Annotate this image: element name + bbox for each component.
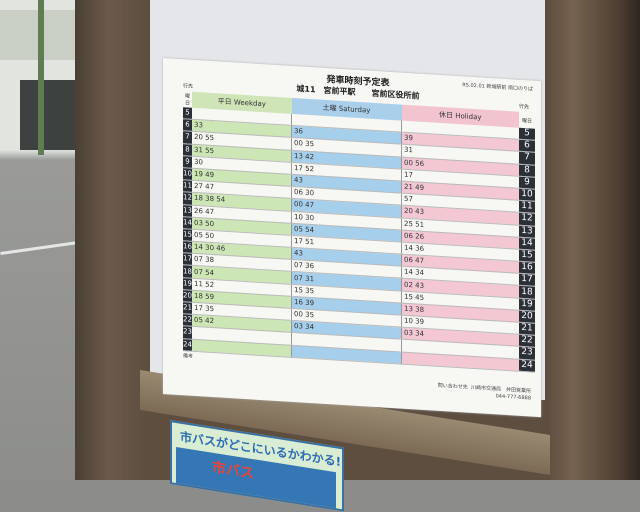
hour-cell-right: 13 — [519, 224, 535, 238]
notes-label: 備考 — [183, 353, 194, 360]
timetable-table: 曜日 平日 Weekday 土曜 Saturday 休日 Holiday 曜日 … — [183, 91, 535, 373]
hour-cell: 20 — [183, 289, 192, 303]
hour-cell-right: 7 — [519, 151, 535, 165]
footer: 問い合わせ先 川崎市交通局 井田営業所 044-777-6888 — [438, 383, 531, 403]
hour-cell-right: 9 — [519, 176, 535, 190]
hour-cell-right: 12 — [519, 212, 535, 226]
hour-cell-right: 15 — [519, 249, 535, 263]
hour-cell: 15 — [183, 228, 192, 242]
hour-cell: 16 — [183, 240, 192, 254]
hour-cell: 8 — [183, 143, 192, 157]
hour-cell-right: 17 — [519, 273, 535, 287]
hour-cell: 11 — [183, 179, 192, 193]
hour-cell: 5 — [183, 107, 192, 120]
hour-cell-right: 11 — [519, 200, 535, 214]
hour-cell: 9 — [183, 155, 192, 169]
hour-cell: 23 — [183, 326, 192, 339]
hour-cell-right: 18 — [519, 285, 535, 299]
hour-cell-right: 6 — [519, 139, 535, 153]
hour-cell-right: 20 — [519, 310, 535, 324]
hour-cell-right: 22 — [519, 334, 535, 348]
hour-cell-right: 14 — [519, 236, 535, 251]
hour-cell: 19 — [183, 277, 192, 291]
hour-cell: 14 — [183, 216, 192, 230]
hour-cell: 7 — [183, 131, 192, 144]
destination-label-right: 行先 — [519, 103, 530, 111]
day-label-right: 曜日 — [521, 117, 532, 125]
hour-cell: 12 — [183, 192, 192, 205]
hour-cell-right: 21 — [519, 322, 535, 336]
phone: 044-777-6888 — [495, 393, 531, 402]
hour-cell-right: 16 — [519, 261, 535, 275]
pole — [38, 0, 44, 155]
hour-cell: 17 — [183, 252, 192, 266]
hour-cell: 10 — [183, 167, 192, 181]
hour-cell-right: 19 — [519, 297, 535, 312]
hour-cell-right: 8 — [519, 163, 535, 178]
hour-cell: 6 — [183, 118, 192, 132]
destination-label: 行先 — [183, 83, 194, 90]
hour-cell-right: 10 — [519, 188, 535, 202]
timetable-board: 発車時刻予定表 R5.02.01 新城駅前 南口のりば 城11 宮前平駅 宮前区… — [163, 58, 541, 418]
hour-cell: 13 — [183, 204, 192, 217]
hour-cell: 18 — [183, 265, 192, 278]
day-label: 曜日 — [184, 93, 190, 107]
hour-cell-right: 5 — [519, 127, 535, 141]
contact-label: 問い合わせ先 — [437, 382, 468, 391]
hour-cell: 21 — [183, 301, 192, 315]
frame-post-right — [545, 0, 640, 480]
hour-cell: 22 — [183, 313, 192, 327]
hour-cell-right: 24 — [519, 358, 535, 373]
hour-cell-right: 23 — [519, 346, 535, 360]
hour-cell: 24 — [183, 338, 192, 352]
